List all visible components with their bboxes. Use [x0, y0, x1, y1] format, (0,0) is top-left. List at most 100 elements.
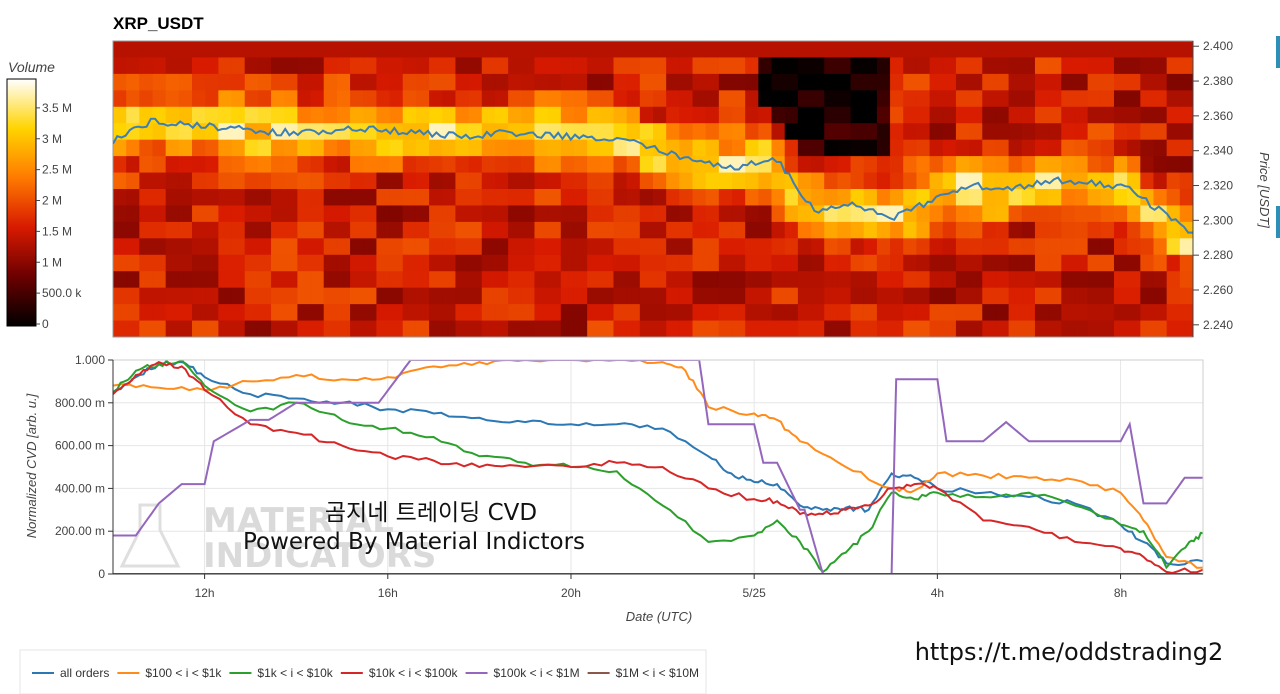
heatmap-cell — [363, 90, 378, 108]
heatmap-cell — [547, 106, 562, 124]
heatmap-cell — [429, 238, 443, 256]
heatmap-cell — [955, 287, 970, 305]
heatmap-cell — [192, 73, 206, 91]
heatmap-cell — [1140, 123, 1155, 141]
heatmap-cell — [955, 205, 970, 223]
heatmap-cell — [363, 304, 378, 322]
heatmap-cell — [336, 139, 351, 157]
heatmap-cell — [955, 90, 970, 108]
heatmap-cell — [863, 57, 878, 75]
heatmap-cell — [139, 172, 154, 190]
heatmap-cell — [1113, 90, 1128, 108]
heatmap-cell — [587, 106, 601, 124]
heatmap-cell — [613, 304, 628, 322]
heatmap-cell — [732, 287, 746, 305]
heatmap-cell — [745, 287, 759, 305]
heatmap-cell — [271, 221, 285, 239]
heatmap-cell — [732, 238, 746, 256]
heatmap-cell — [521, 156, 536, 174]
heatmap-cell — [1034, 73, 1049, 91]
heatmap-cell — [653, 271, 667, 289]
heatmap-cell — [705, 304, 720, 322]
heatmap-cell — [113, 156, 127, 174]
heatmap-cell — [771, 304, 786, 322]
heatmap-cell — [323, 156, 338, 174]
heatmap-cell — [508, 156, 522, 174]
heatmap-cell — [837, 189, 852, 207]
heatmap-cell — [1087, 172, 1102, 190]
heatmap-cell — [929, 90, 944, 108]
heatmap-cell — [205, 254, 219, 272]
heatmap-cell — [705, 189, 720, 207]
heatmap-cell — [903, 156, 918, 174]
heatmap-cell — [139, 254, 154, 272]
heatmap-cell — [1008, 106, 1023, 124]
heatmap-cell — [205, 156, 219, 174]
heatmap-cell — [1179, 123, 1193, 141]
heatmap-cell — [1021, 57, 1036, 75]
heatmap-cell — [850, 189, 865, 207]
heatmap-cell — [165, 123, 180, 141]
heatmap-cell — [376, 221, 391, 239]
heatmap-cell — [350, 41, 364, 59]
heatmap-cell — [468, 304, 483, 322]
heatmap-cell — [297, 205, 312, 223]
heatmap-cell — [468, 41, 483, 59]
heatmap-cell — [231, 238, 246, 256]
heatmap-cell — [1008, 304, 1023, 322]
heatmap-cell — [508, 254, 522, 272]
heatmap-cell — [1153, 304, 1168, 322]
heatmap-cell — [1100, 41, 1115, 59]
heatmap-cell — [481, 106, 496, 124]
heatmap-cell — [679, 90, 694, 108]
heatmap-cell — [890, 73, 904, 91]
heatmap-cell — [508, 139, 522, 157]
heatmap-cell — [350, 238, 364, 256]
heatmap-cell — [626, 287, 641, 305]
heatmap-cell — [297, 238, 312, 256]
heatmap-cell — [995, 320, 1010, 337]
heatmap-cell — [955, 106, 970, 124]
heatmap-cell — [811, 221, 825, 239]
heatmap-cell — [113, 304, 127, 322]
heatmap-cell — [876, 90, 891, 108]
heatmap-cell — [389, 73, 404, 91]
heatmap-cell — [192, 287, 206, 305]
heatmap-cell — [692, 320, 707, 337]
heatmap-cell — [1074, 123, 1089, 141]
heatmap-cell — [257, 271, 272, 289]
heatmap-cell — [244, 254, 259, 272]
heatmap-cell — [521, 172, 536, 190]
heatmap-cell — [521, 90, 536, 108]
heatmap-cell — [811, 320, 825, 337]
heatmap-cell — [244, 106, 259, 124]
heatmap-cell — [310, 90, 325, 108]
heatmap-cell — [850, 139, 865, 157]
heatmap-cell — [626, 238, 641, 256]
heatmap-cell — [244, 123, 259, 141]
heatmap-cell — [666, 123, 680, 141]
heatmap-cell — [429, 320, 443, 337]
heatmap-cell — [350, 271, 364, 289]
heatmap-cell — [152, 156, 167, 174]
heatmap-cell — [205, 90, 219, 108]
heatmap-cell — [1166, 123, 1181, 141]
heatmap-cell — [679, 106, 694, 124]
heatmap-cell — [152, 304, 167, 322]
heatmap-cell — [547, 73, 562, 91]
heatmap-cell — [284, 320, 298, 337]
heatmap-cell — [1140, 254, 1155, 272]
heatmap-cell — [192, 304, 206, 322]
heatmap-cell — [942, 205, 957, 223]
legend-entry: $10k < i < $100k — [369, 666, 459, 680]
heatmap-cell — [442, 205, 457, 223]
heatmap-cell — [442, 238, 457, 256]
heatmap-cell — [257, 205, 272, 223]
heatmap-cell — [600, 304, 615, 322]
heatmap-cell — [415, 238, 430, 256]
price-axis-label: Price [USDT] — [1257, 152, 1272, 228]
heatmap-cell — [1074, 90, 1089, 108]
heatmap-cell — [639, 189, 654, 207]
heatmap-cell — [508, 172, 522, 190]
heatmap-cell — [494, 320, 509, 337]
